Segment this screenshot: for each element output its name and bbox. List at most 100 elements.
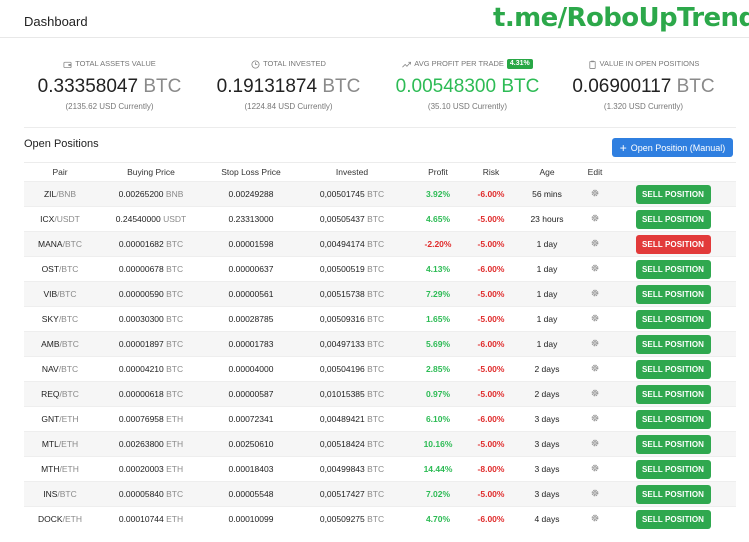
- stat-total-assets: TOTAL ASSETS VALUE 0.33358047 BTC (2135.…: [16, 58, 203, 111]
- clock-icon: [251, 59, 260, 69]
- gear-icon[interactable]: [590, 338, 600, 348]
- sell-position-button[interactable]: SELL POSITION: [635, 184, 711, 204]
- gear-icon[interactable]: [590, 188, 600, 198]
- pair-base: MANA: [38, 239, 63, 249]
- column-header-risk[interactable]: Risk: [482, 167, 500, 177]
- sell-position-button[interactable]: SELL POSITION: [635, 434, 711, 454]
- pair-cell: REQ/BTC: [24, 389, 96, 399]
- stat-subtext: (1224.84 USD Currently): [244, 102, 333, 111]
- sell-position-button[interactable]: SELL POSITION: [635, 384, 711, 404]
- column-header-invested[interactable]: Invested: [335, 167, 369, 177]
- pair-base: SKY: [41, 314, 59, 324]
- gear-icon[interactable]: [590, 263, 600, 273]
- pair-cell: GNT/ETH: [24, 414, 96, 424]
- buying-price-currency: BTC: [166, 489, 184, 499]
- gear-icon[interactable]: [590, 413, 600, 423]
- invested-currency: BTC: [367, 414, 385, 424]
- open-position-button[interactable]: + Open Position (Manual): [612, 138, 733, 157]
- action-cell: SELL POSITION: [610, 434, 736, 454]
- buying-price-value: 0.24540000: [115, 214, 161, 224]
- buying-price-currency: BTC: [166, 389, 184, 399]
- open-positions-table: Pair Buying Price Stop Loss Price Invest…: [24, 162, 736, 531]
- section-divider: [24, 127, 736, 128]
- gear-icon[interactable]: [590, 213, 600, 223]
- sell-position-button[interactable]: SELL POSITION: [635, 309, 711, 329]
- stat-label: TOTAL ASSETS VALUE: [75, 59, 156, 68]
- profit-cell: 4.13%: [425, 264, 451, 274]
- gear-icon[interactable]: [590, 388, 600, 398]
- pair-cell: MANA/BTC: [24, 239, 96, 249]
- sell-position-button[interactable]: SELL POSITION: [635, 209, 711, 229]
- action-cell: SELL POSITION: [610, 509, 736, 529]
- gear-icon[interactable]: [590, 363, 600, 373]
- buying-price-currency: ETH: [166, 439, 184, 449]
- invested-value: 0,00497133: [319, 339, 365, 349]
- buying-price-currency: BTC: [166, 289, 184, 299]
- gear-icon[interactable]: [590, 463, 600, 473]
- age-cell: 3 days: [534, 439, 560, 449]
- edit-cell: [580, 213, 610, 225]
- buying-price-value: 0.00001897: [118, 339, 164, 349]
- buying-price-cell: 0.00001897 BTC: [96, 339, 206, 349]
- buying-price-value: 0.00030300: [118, 314, 164, 324]
- gear-icon[interactable]: [590, 313, 600, 323]
- sell-position-button[interactable]: SELL POSITION: [635, 334, 711, 354]
- pair-base: VIB: [43, 289, 58, 299]
- profit-cell: 5.69%: [425, 339, 451, 349]
- invested-value: 0,00518424: [319, 439, 365, 449]
- buying-price-currency: ETH: [166, 514, 184, 524]
- sell-position-button[interactable]: SELL POSITION: [635, 234, 711, 254]
- gear-icon[interactable]: [590, 238, 600, 248]
- table-row: REQ/BTC 0.00000618 BTC 0.00000587 0,0101538…: [24, 381, 736, 406]
- buying-price-value: 0.00001682: [118, 239, 164, 249]
- gear-icon[interactable]: [590, 513, 600, 523]
- pair-quote: /BTC: [59, 389, 79, 399]
- pair-base: ZIL: [43, 189, 57, 199]
- buying-price-cell: 0.00265200 BNB: [96, 189, 206, 199]
- invested-value: 0,00509316: [319, 314, 365, 324]
- edit-cell: [580, 463, 610, 475]
- risk-cell: -5.00%: [477, 314, 505, 324]
- sell-position-button[interactable]: SELL POSITION: [635, 284, 711, 304]
- sell-position-button[interactable]: SELL POSITION: [635, 509, 711, 529]
- pair-quote: /BTC: [57, 289, 77, 299]
- trend-up-icon: [402, 60, 412, 69]
- invested-value: 0,01015385: [319, 389, 365, 399]
- buying-price-value: 0.00076958: [118, 414, 164, 424]
- sell-position-button[interactable]: SELL POSITION: [635, 409, 711, 429]
- stat-avg-profit: AVG PROFIT PER TRADE 4.31% 0.00548300 BT…: [374, 58, 561, 111]
- edit-cell: [580, 288, 610, 300]
- column-header-age[interactable]: Age: [539, 167, 555, 177]
- sell-position-button[interactable]: SELL POSITION: [635, 459, 711, 479]
- age-cell: 1 day: [536, 314, 558, 324]
- column-header-profit[interactable]: Profit: [428, 167, 448, 177]
- buying-price-value: 0.00000678: [118, 264, 164, 274]
- gear-icon[interactable]: [590, 288, 600, 298]
- invested-currency: BTC: [367, 489, 385, 499]
- invested-value: 0,00517427: [319, 489, 365, 499]
- buying-price-currency: BNB: [165, 189, 184, 199]
- column-header-pair[interactable]: Pair: [52, 167, 68, 177]
- table-body: ZIL/BNB 0.00265200 BNB 0.00249288 0,0050174…: [24, 181, 736, 531]
- column-header-stop-loss[interactable]: Stop Loss Price: [221, 167, 281, 177]
- buying-price-value: 0.00004210: [118, 364, 164, 374]
- invested-currency: BTC: [367, 439, 385, 449]
- invested-cell: 0,00515738 BTC: [296, 289, 408, 299]
- risk-cell: -5.00%: [477, 214, 505, 224]
- invested-value: 0,00499843: [319, 464, 365, 474]
- gear-icon[interactable]: [590, 438, 600, 448]
- stat-subtext: (35.10 USD Currently): [427, 102, 508, 111]
- sell-position-button[interactable]: SELL POSITION: [635, 259, 711, 279]
- age-cell: 23 hours: [530, 214, 564, 224]
- risk-cell: -6.00%: [477, 414, 505, 424]
- sell-position-button[interactable]: SELL POSITION: [635, 484, 711, 504]
- pair-quote: /BTC: [59, 339, 79, 349]
- risk-cell: -5.00%: [477, 389, 505, 399]
- gear-icon[interactable]: [590, 488, 600, 498]
- column-header-buying-price[interactable]: Buying Price: [127, 167, 175, 177]
- invested-cell: 0,00518424 BTC: [296, 439, 408, 449]
- sell-position-button[interactable]: SELL POSITION: [635, 359, 711, 379]
- age-cell: 2 days: [534, 389, 560, 399]
- edit-cell: [580, 438, 610, 450]
- buying-price-value: 0.00020003: [118, 464, 164, 474]
